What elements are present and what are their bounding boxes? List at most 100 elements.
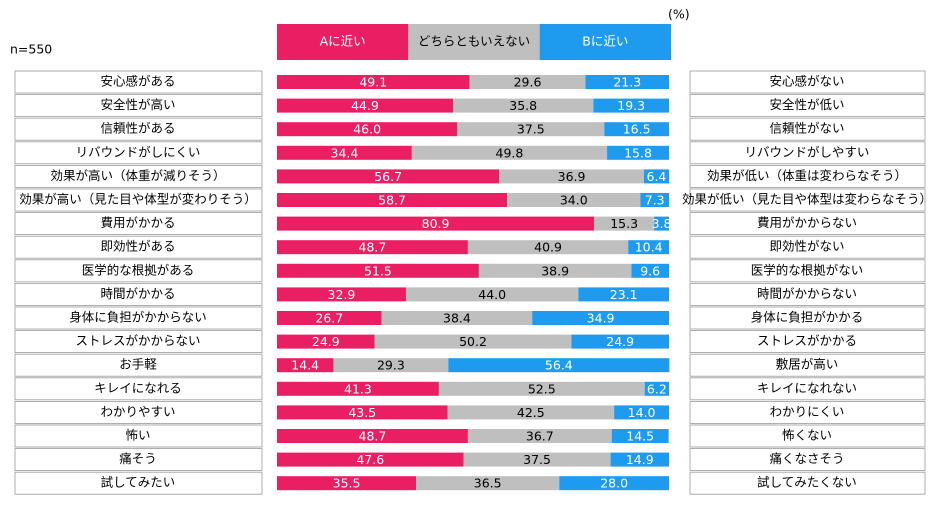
bar-segment (478, 263, 632, 278)
bar-segment (374, 334, 572, 349)
value-label: 24.9 (606, 334, 634, 349)
bar-segment (277, 381, 439, 396)
value-label: 41.3 (344, 381, 372, 396)
value-label: 36.5 (474, 476, 502, 491)
right-label-cell (689, 259, 926, 283)
bar-segment (416, 476, 560, 491)
left-label: 時間がかかる (100, 286, 175, 301)
bar-segment (614, 405, 669, 420)
legend-swatch (408, 24, 540, 60)
bar-segment (594, 216, 655, 231)
right-label-cell (689, 212, 926, 236)
left-label: 即効性がある (100, 239, 175, 254)
right-label-cell (689, 70, 926, 94)
right-label-cell (689, 141, 926, 165)
bar-segment (277, 311, 382, 325)
value-label: 80.9 (422, 216, 450, 231)
value-label: 21.3 (613, 75, 641, 90)
right-label: 医学的な根拠がない (751, 262, 864, 277)
value-label: 24.9 (312, 334, 340, 349)
value-label: 6.2 (647, 381, 667, 396)
value-label: 6.4 (647, 169, 667, 184)
right-label-cell (689, 471, 926, 495)
value-label: 56.4 (545, 358, 573, 373)
value-label: 46.0 (353, 122, 381, 137)
bar-segment (640, 193, 669, 207)
value-label: 40.9 (534, 240, 562, 255)
bar-segment (467, 240, 629, 255)
bar-segment (277, 193, 508, 207)
left-label: 費用がかかる (100, 215, 175, 230)
bar-segment (277, 216, 595, 231)
bar-segment (277, 145, 412, 160)
legend-swatch (277, 24, 409, 60)
right-label-cell (689, 117, 926, 141)
right-label: 効果が低い（見た目や体型は変わらなそう） (682, 192, 932, 207)
left-label-cell (14, 141, 263, 165)
right-label: 敷居が高い (776, 357, 839, 372)
value-label: 19.3 (617, 98, 645, 113)
right-label: 信頼性がない (769, 121, 844, 136)
value-label: 7.3 (645, 193, 665, 208)
left-label: 安心感がある (100, 74, 175, 89)
value-label: 3.8 (652, 216, 672, 231)
value-label: 49.1 (359, 75, 387, 90)
unit-note: (%) (668, 7, 690, 22)
bar-segment (578, 287, 669, 302)
value-label: 15.3 (610, 216, 638, 231)
value-label: 42.5 (517, 405, 545, 420)
left-label: 身体に負担がかからない (69, 310, 207, 325)
bar-segment (644, 381, 669, 396)
bar-segment (438, 381, 645, 396)
left-label: ストレスがかからない (75, 333, 200, 348)
bar-segment (277, 263, 479, 278)
right-label: 費用がかからない (757, 215, 857, 230)
value-label: 38.4 (443, 311, 471, 326)
left-label-cell (14, 235, 263, 259)
right-label-cell (689, 424, 926, 448)
right-label-cell (689, 282, 926, 306)
left-label-cell (14, 282, 263, 306)
value-label: 15.8 (624, 145, 652, 160)
bar-segment (532, 311, 669, 325)
left-label-cell (14, 188, 263, 212)
bar-segment (411, 145, 608, 160)
bar-segment (448, 358, 670, 373)
right-label: 即効性がない (769, 239, 844, 254)
bar-segment (631, 263, 669, 278)
value-label: 14.0 (628, 405, 656, 420)
bar-segment (571, 334, 669, 349)
bar-segment (457, 122, 605, 137)
value-label: 51.5 (364, 263, 392, 278)
value-label: 35.5 (333, 476, 361, 491)
right-label-cell (689, 188, 926, 212)
left-label-cell (14, 353, 263, 377)
bar-segment (467, 429, 612, 443)
value-label: 48.7 (359, 429, 387, 444)
value-label: 50.2 (459, 334, 487, 349)
value-label: 37.5 (517, 122, 545, 137)
bar-segment (277, 405, 448, 420)
legend-label: どちらともいえない (418, 34, 530, 49)
value-label: 36.9 (558, 169, 586, 184)
bar-segment (643, 169, 669, 184)
bar-segment (277, 358, 334, 373)
value-label: 34.4 (331, 145, 359, 160)
bar-segment (585, 75, 669, 89)
bar-segment (277, 75, 470, 89)
bar-segment (277, 476, 417, 491)
value-label: 26.7 (315, 311, 343, 326)
bar-segment (277, 287, 406, 302)
bar-segment (453, 98, 594, 113)
bar-segment (277, 240, 468, 255)
value-label: 10.4 (635, 240, 663, 255)
bar-segment (405, 287, 579, 302)
bar-segment (381, 311, 533, 325)
bar-segment (277, 452, 464, 467)
right-label: 時間がかからない (757, 286, 857, 301)
bar-segment (604, 122, 669, 137)
value-label: 29.3 (377, 358, 405, 373)
value-label: 34.0 (560, 193, 588, 208)
right-label-cell (689, 377, 926, 401)
